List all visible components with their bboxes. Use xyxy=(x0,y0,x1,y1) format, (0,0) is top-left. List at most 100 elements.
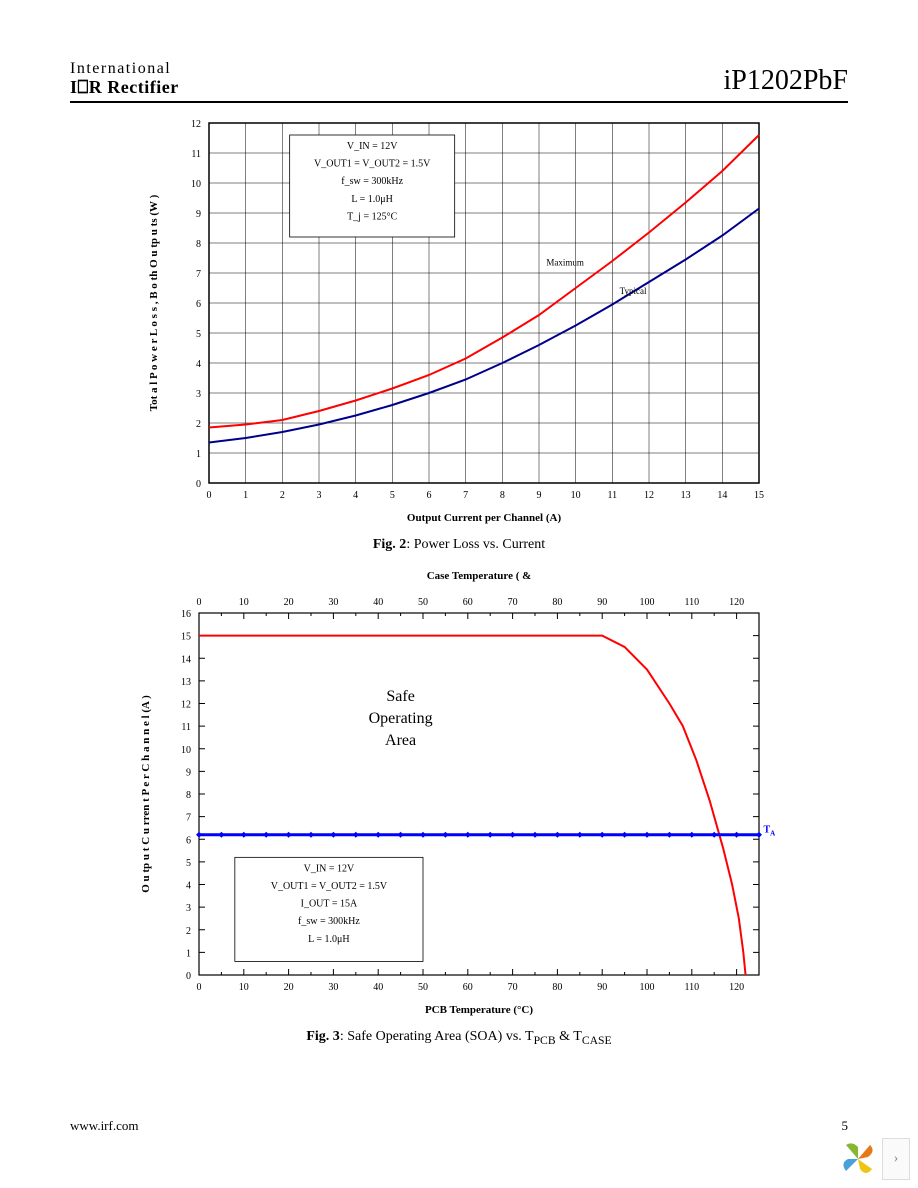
svg-text:120: 120 xyxy=(729,982,744,993)
svg-text:13: 13 xyxy=(181,677,191,688)
next-page-button[interactable]: › xyxy=(882,1138,910,1180)
svg-text:40: 40 xyxy=(373,597,383,608)
svg-text:5: 5 xyxy=(196,329,201,340)
figure-2-container: 01234567891011121314150123456789101112Ma… xyxy=(70,113,848,533)
svg-text:14: 14 xyxy=(717,490,727,501)
svg-text:L = 1.0μH: L = 1.0μH xyxy=(351,194,392,205)
company-logo: International I⎕R Rectifier xyxy=(70,60,179,97)
svg-text:80: 80 xyxy=(552,597,562,608)
svg-text:2: 2 xyxy=(280,490,285,501)
svg-text:11: 11 xyxy=(181,723,191,734)
svg-text:16: 16 xyxy=(181,609,191,620)
svg-text:6: 6 xyxy=(186,836,191,847)
svg-text:0: 0 xyxy=(186,971,191,982)
svg-text:10: 10 xyxy=(191,179,201,190)
svg-text:4: 4 xyxy=(353,490,358,501)
svg-text:9: 9 xyxy=(196,209,201,220)
svg-text:20: 20 xyxy=(284,597,294,608)
svg-text:8: 8 xyxy=(500,490,505,501)
fig3-caption-sub1: PCB xyxy=(534,1034,556,1047)
svg-text:110: 110 xyxy=(684,597,699,608)
figure-3-caption: Fig. 3: Safe Operating Area (SOA) vs. TP… xyxy=(70,1029,848,1047)
svg-text:14: 14 xyxy=(181,655,191,666)
svg-text:2: 2 xyxy=(196,419,201,430)
svg-text:6: 6 xyxy=(196,299,201,310)
svg-text:100: 100 xyxy=(640,597,655,608)
page-footer: www.irf.com 5 xyxy=(70,1118,848,1134)
svg-text:12: 12 xyxy=(181,700,191,711)
svg-text:9: 9 xyxy=(537,490,542,501)
page-header: International I⎕R Rectifier iP1202PbF xyxy=(70,60,848,103)
svg-text:10: 10 xyxy=(239,597,249,608)
logo-line1: International xyxy=(70,60,179,78)
svg-text:60: 60 xyxy=(463,597,473,608)
figure-3-chart: 0102030405060708090100110120010203040506… xyxy=(129,565,789,1025)
fig2-caption-text: : Power Loss vs. Current xyxy=(406,537,545,552)
svg-text:Safe: Safe xyxy=(386,689,414,706)
svg-text:70: 70 xyxy=(508,597,518,608)
svg-text:120: 120 xyxy=(729,597,744,608)
logo-line2: I⎕R Rectifier xyxy=(70,78,179,98)
svg-text:V_IN = 12V: V_IN = 12V xyxy=(304,864,355,875)
footer-url: www.irf.com xyxy=(70,1118,138,1134)
footer-page-number: 5 xyxy=(842,1118,849,1134)
svg-text:8: 8 xyxy=(196,239,201,250)
svg-text:7: 7 xyxy=(463,490,468,501)
svg-text:0: 0 xyxy=(197,597,202,608)
part-number: iP1202PbF xyxy=(724,65,849,97)
svg-text:5: 5 xyxy=(390,490,395,501)
fig2-caption-prefix: Fig. 2 xyxy=(373,537,406,552)
figure-2-caption: Fig. 2: Power Loss vs. Current xyxy=(70,537,848,553)
svg-text:30: 30 xyxy=(328,982,338,993)
fig3-caption-sub2: CASE xyxy=(582,1034,612,1047)
svg-text:10: 10 xyxy=(571,490,581,501)
figure-3-container: 0102030405060708090100110120010203040506… xyxy=(70,565,848,1025)
svg-text:Area: Area xyxy=(385,733,416,750)
svg-text:3: 3 xyxy=(196,389,201,400)
svg-text:7: 7 xyxy=(186,813,191,824)
svg-text:TA: TA xyxy=(763,825,775,838)
svg-text:f_sw = 300kHz: f_sw = 300kHz xyxy=(298,917,360,928)
svg-text:3: 3 xyxy=(317,490,322,501)
svg-text:13: 13 xyxy=(681,490,691,501)
svg-text:8: 8 xyxy=(186,790,191,801)
fig3-caption-text: : Safe Operating Area (SOA) vs. T xyxy=(340,1029,534,1044)
svg-text:12: 12 xyxy=(644,490,654,501)
flower-icon xyxy=(838,1139,878,1179)
svg-text:110: 110 xyxy=(684,982,699,993)
svg-text:10: 10 xyxy=(239,982,249,993)
svg-text:Tot a l P o w e r L o s s , B: Tot a l P o w e r L o s s , B o th O u t… xyxy=(148,195,160,412)
svg-text:0: 0 xyxy=(197,982,202,993)
svg-text:f_sw = 300kHz: f_sw = 300kHz xyxy=(341,177,403,188)
svg-text:100: 100 xyxy=(640,982,655,993)
svg-text:9: 9 xyxy=(186,768,191,779)
svg-text:12: 12 xyxy=(191,119,201,130)
svg-text:70: 70 xyxy=(508,982,518,993)
svg-text:4: 4 xyxy=(186,881,191,892)
svg-text:2: 2 xyxy=(186,926,191,937)
svg-text:50: 50 xyxy=(418,597,428,608)
svg-text:30: 30 xyxy=(328,597,338,608)
svg-text:0: 0 xyxy=(207,490,212,501)
svg-text:90: 90 xyxy=(597,597,607,608)
svg-text:11: 11 xyxy=(608,490,618,501)
svg-text:1: 1 xyxy=(243,490,248,501)
figure-2-chart: 01234567891011121314150123456789101112Ma… xyxy=(139,113,779,533)
svg-text:Operating: Operating xyxy=(369,711,433,728)
svg-text:O u tp u t C u rren t P e r C: O u tp u t C u rren t P e r C h a n n e … xyxy=(140,695,152,893)
svg-text:90: 90 xyxy=(597,982,607,993)
svg-text:1: 1 xyxy=(186,949,191,960)
svg-text:L = 1.0μH: L = 1.0μH xyxy=(308,934,349,945)
svg-text:15: 15 xyxy=(181,632,191,643)
svg-text:4: 4 xyxy=(196,359,201,370)
svg-text:5: 5 xyxy=(186,858,191,869)
svg-text:T_j = 125°C: T_j = 125°C xyxy=(347,212,398,223)
svg-text:15: 15 xyxy=(754,490,764,501)
corner-widget: › xyxy=(838,1138,910,1180)
svg-text:Case Temperature ( &: Case Temperature ( & xyxy=(427,570,532,582)
svg-text:Output Current per Channel (A): Output Current per Channel (A) xyxy=(407,512,562,524)
svg-text:40: 40 xyxy=(373,982,383,993)
svg-text:0: 0 xyxy=(196,479,201,490)
svg-text:20: 20 xyxy=(284,982,294,993)
svg-text:V_OUT1 = V_OUT2 = 1.5V: V_OUT1 = V_OUT2 = 1.5V xyxy=(271,881,388,892)
